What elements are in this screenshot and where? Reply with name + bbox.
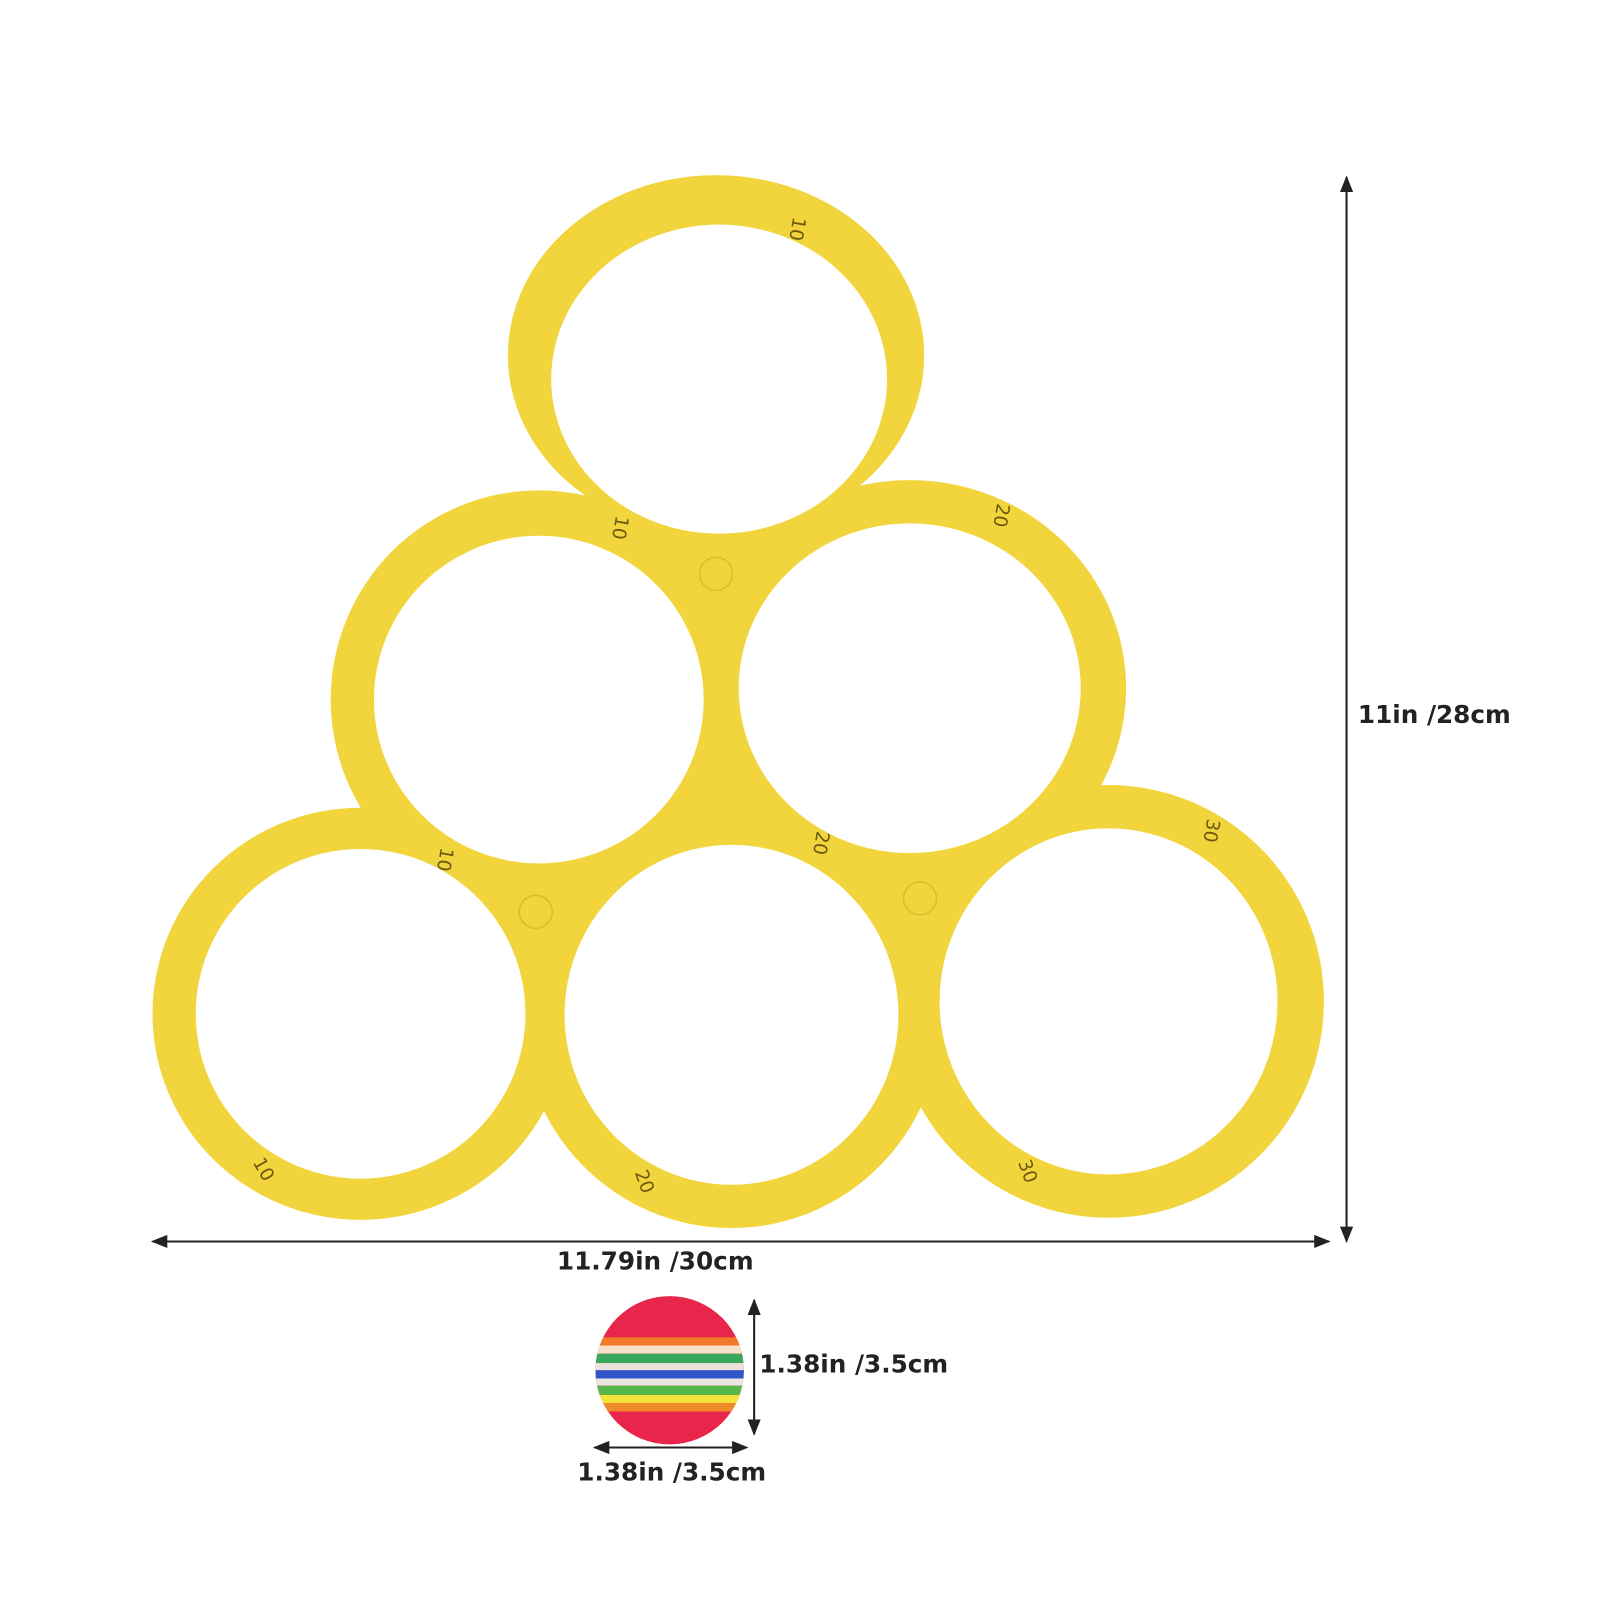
ring-target: [152, 175, 1324, 1229]
score-label: 30: [1198, 817, 1223, 844]
height-label: 11in /28cm: [1358, 700, 1511, 729]
score-label: 10: [784, 215, 809, 242]
score-label: 20: [988, 502, 1013, 529]
score-label: 20: [808, 830, 833, 857]
score-label: 10: [432, 846, 457, 873]
ball: [595, 1296, 744, 1445]
ball-width-label: 1.38in /3.5cm: [577, 1457, 766, 1486]
width-label: 11.79in /30cm: [557, 1246, 754, 1275]
score-label: 10: [607, 514, 632, 541]
ball-height-label: 1.38in /3.5cm: [759, 1349, 948, 1378]
